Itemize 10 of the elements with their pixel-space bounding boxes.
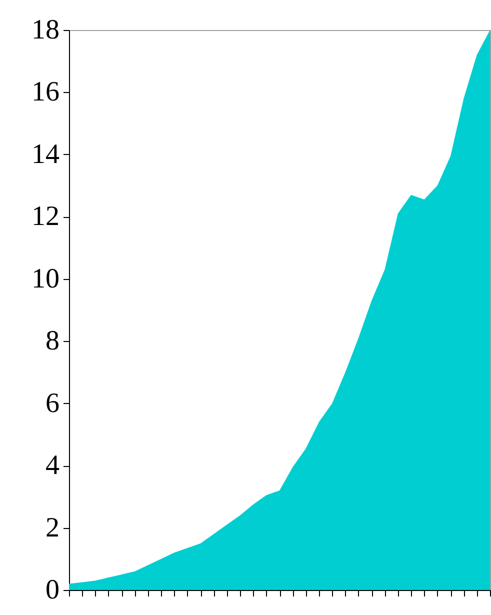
y-tick-label: 14 bbox=[32, 138, 60, 170]
y-tick-label: 6 bbox=[46, 388, 60, 419]
y-tick-label: 16 bbox=[32, 76, 60, 108]
y-tick-label: 8 bbox=[46, 326, 60, 357]
y-tick-label: 18 bbox=[32, 14, 60, 46]
y-tick-label: 10 bbox=[32, 263, 60, 294]
y-tick-label: 2 bbox=[46, 512, 60, 544]
y-tick-label: 4 bbox=[46, 450, 60, 482]
y-tick-label: 12 bbox=[32, 201, 60, 232]
y-tick-label: 0 bbox=[46, 574, 60, 606]
